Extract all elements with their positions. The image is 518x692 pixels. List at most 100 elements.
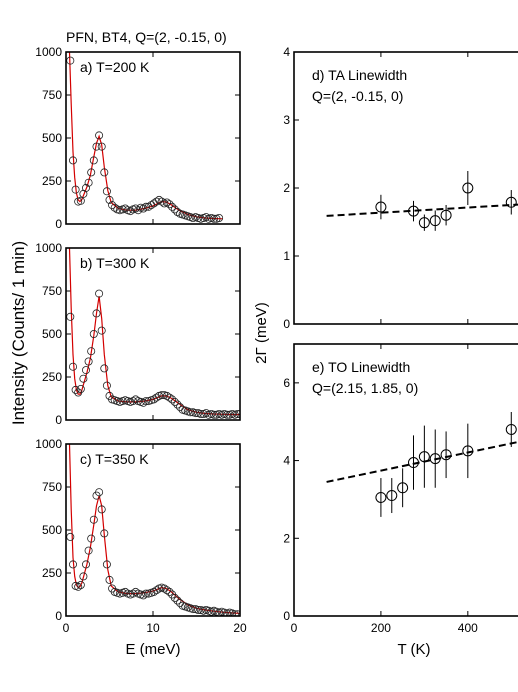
panel-label-e-1: Q=(2.15, 1.85, 0) — [312, 380, 418, 396]
data-point-c-28 — [139, 591, 148, 600]
data-point-b-64 — [233, 410, 240, 418]
xtick-label-e-1: 200 — [371, 621, 391, 635]
data-point-a-6 — [82, 183, 91, 192]
data-point-e-8 — [505, 423, 517, 435]
panel-d: 0 1 2 3 4 d) TA Linewidth Q=(2, -0.15, 0) — [283, 45, 518, 331]
data-point-c-11 — [95, 488, 104, 497]
data-point-c-13 — [100, 529, 109, 538]
data-point-a-14 — [102, 187, 111, 196]
data-point-a-25 — [131, 204, 140, 213]
data-point-a-55 — [209, 214, 218, 223]
data-point-e-2 — [397, 482, 409, 494]
data-point-d-6 — [505, 196, 517, 208]
xtick-label-c-1: 10 — [146, 621, 160, 635]
data-point-d-2 — [418, 217, 430, 229]
data-point-b-60 — [222, 410, 231, 419]
data-point-a-38 — [165, 200, 174, 209]
data-point-a-7 — [84, 178, 93, 187]
data-point-a-9 — [89, 156, 98, 165]
ytick-label-c-4: 1000 — [35, 437, 62, 451]
xtick-label-c-0: 0 — [63, 621, 70, 635]
data-point-c-64 — [233, 610, 240, 616]
panel-c: 0 250 500 750 1000 0 10 20 c) T=350 K — [35, 437, 247, 635]
ytick-label-d-0: 0 — [283, 317, 290, 331]
data-point-e-6 — [440, 449, 452, 461]
data-point-b-41 — [173, 400, 182, 409]
data-point-a-29 — [141, 202, 150, 211]
data-point-b-25 — [131, 395, 140, 404]
data-point-a-26 — [134, 206, 143, 215]
data-point-c-4 — [76, 581, 85, 590]
data-point-c-24 — [128, 589, 137, 598]
data-point-a-4 — [76, 196, 85, 205]
data-point-a-15 — [105, 195, 114, 204]
data-point-a-57 — [215, 213, 224, 222]
data-point-a-28 — [139, 204, 148, 213]
data-point-a-11 — [95, 131, 104, 140]
axes-frame-e — [293, 343, 518, 617]
data-point-c-61 — [225, 608, 234, 616]
data-point-e-0 — [375, 491, 387, 503]
ytick-label-c-0: 0 — [55, 609, 62, 623]
data-point-a-17 — [110, 203, 119, 212]
data-point-e-1 — [386, 490, 398, 502]
panel-b: 0 250 500 750 1000 b) T=300 K — [35, 241, 241, 427]
axes-frame-d — [293, 51, 518, 325]
data-point-b-52 — [202, 409, 211, 418]
trend-line-d — [326, 203, 518, 217]
data-point-a-10 — [92, 142, 101, 151]
data-point-a-2 — [71, 185, 80, 194]
panel-label-c: c) T=350 K — [80, 451, 149, 467]
data-point-b-14 — [102, 381, 111, 390]
panel-label-d-0: d) TA Linewidth — [312, 67, 407, 83]
data-point-b-4 — [76, 384, 85, 393]
panel-e: 0 2 4 6 0 200 400 e) TO Linewidth Q=(2.15, 1.85,… — [283, 343, 518, 635]
data-point-a-37 — [162, 198, 171, 207]
plot-area-e — [326, 412, 518, 517]
data-point-e-4 — [418, 451, 430, 463]
right-xlabel: T (K) — [397, 641, 430, 658]
data-point-c-40 — [170, 593, 179, 602]
data-point-a-33 — [152, 197, 161, 206]
data-point-d-3 — [429, 215, 441, 227]
data-point-b-2 — [71, 385, 80, 394]
data-point-c-59 — [220, 608, 229, 616]
data-point-b-48 — [191, 409, 200, 418]
fit-curve-a — [68, 52, 223, 220]
data-point-a-8 — [87, 168, 96, 177]
data-point-e-3 — [408, 457, 419, 469]
panel-label-a: a) T=200 K — [80, 59, 150, 75]
data-point-c-14 — [102, 560, 111, 569]
ytick-label-a-4: 1000 — [35, 45, 62, 59]
data-point-c-47 — [188, 605, 197, 614]
plot-area-c — [66, 444, 240, 616]
data-point-b-29 — [141, 397, 150, 406]
data-point-c-37 — [162, 586, 171, 595]
data-point-d-0 — [375, 201, 387, 213]
data-point-a-52 — [202, 213, 211, 222]
ytick-label-b-4: 1000 — [35, 241, 62, 255]
data-point-b-35 — [157, 391, 166, 400]
data-point-c-3 — [74, 582, 83, 591]
data-point-a-23 — [126, 207, 135, 216]
xtick-label-c-2: 20 — [233, 621, 247, 635]
data-point-a-1 — [69, 156, 78, 165]
data-point-b-10 — [92, 309, 101, 318]
panel-label-e-0: e) TO Linewidth — [312, 359, 410, 375]
data-point-a-16 — [108, 201, 117, 210]
panel-a: 0 250 500 750 1000 a) T=200 K — [35, 45, 241, 231]
right-ylabel: 2Γ (meV) — [253, 302, 270, 364]
data-point-a-35 — [157, 197, 166, 206]
plot-area-a — [66, 52, 224, 223]
data-point-a-13 — [100, 168, 109, 177]
ytick-label-e-0: 0 — [283, 609, 290, 623]
data-point-c-63 — [230, 610, 239, 616]
data-point-c-1 — [69, 560, 78, 569]
ytick-label-c-2: 500 — [42, 523, 62, 537]
data-point-b-6 — [82, 366, 91, 375]
axes-frame-b — [65, 247, 241, 421]
ytick-label-a-2: 500 — [42, 131, 62, 145]
data-point-b-0 — [66, 312, 75, 321]
data-point-c-7 — [84, 546, 93, 555]
ytick-label-a-3: 750 — [42, 88, 62, 102]
